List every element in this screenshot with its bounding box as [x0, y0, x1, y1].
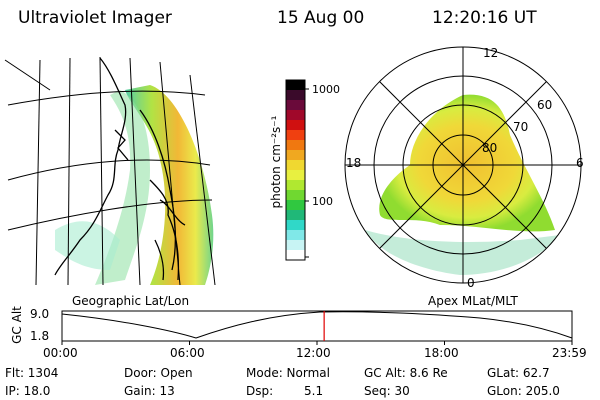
polar-plot: [344, 46, 582, 284]
date-label: 15 Aug 00: [277, 8, 365, 28]
mlt-label-0: 0: [467, 276, 475, 290]
colorbar-stripe: [286, 220, 305, 231]
timeline-x-tick-1200: 12:00: [296, 346, 331, 360]
colorbar-stripe: [286, 240, 305, 251]
colorbar-tick-100: 100: [312, 195, 333, 208]
mlat-label-70: 70: [513, 120, 529, 134]
colorbar-stripe: [286, 90, 305, 101]
status-gc-alt: GC Alt: 8.6 Re: [364, 366, 448, 380]
instrument-title: Ultraviolet Imager: [18, 8, 172, 28]
colorbar-stripe: [286, 100, 305, 111]
status-door: Door: Open: [124, 366, 193, 380]
timeline-x-tick-2359: 23:59: [552, 346, 587, 360]
colorbar-stripe: [286, 130, 305, 141]
timeline-axis-label: GC Alt: [10, 306, 24, 344]
time-label: 12:20:16 UT: [432, 8, 537, 28]
geographic-map: [4, 56, 216, 286]
mlt-label-18: 18: [346, 156, 362, 170]
aurora-diffuse-geo: [95, 90, 150, 285]
aurora-emission-polar: [379, 94, 555, 232]
colorbar-stripe: [286, 210, 305, 221]
status-dsp-label: Dsp:: [246, 384, 274, 398]
status-seq: Seq: 30: [364, 384, 410, 398]
mlt-label-12: 12: [483, 46, 499, 60]
geographic-panel-label: Geographic Lat/Lon: [72, 294, 190, 308]
colorbar-unit-label: photon cm⁻²s⁻¹: [269, 115, 283, 209]
orbit-timeline: [61, 310, 573, 345]
colorbar-stripe: [286, 230, 305, 241]
status-mode: Mode: Normal: [246, 366, 330, 380]
colorbar-stripe: [286, 200, 305, 211]
colorbar-stripe: [286, 120, 305, 131]
colorbar: [285, 79, 309, 261]
status-glat: GLat: 62.7: [487, 366, 550, 380]
timeline-y-tick-max: 9.0: [30, 307, 50, 321]
status-gain: Gain: 13: [124, 384, 175, 398]
timeline-x-tick-1800: 18:00: [424, 346, 459, 360]
colorbar-stripe: [286, 250, 305, 261]
colorbar-tick-1000: 1000: [312, 83, 340, 96]
timeline-x-tick-0600: 06:00: [170, 346, 205, 360]
timeline-x-tick-0000: 00:00: [43, 346, 78, 360]
mlt-label-6: 6: [576, 156, 584, 170]
colorbar-stripe: [286, 180, 305, 191]
colorbar-stripe: [286, 190, 305, 201]
colorbar-stripe: [286, 80, 305, 91]
polar-panel-label: Apex MLat/MLT: [428, 294, 518, 308]
colorbar-stripe: [286, 150, 305, 161]
status-ip: IP: 18.0: [5, 384, 51, 398]
status-glon: GLon: 205.0: [487, 384, 560, 398]
mlat-label-80: 80: [482, 141, 498, 155]
colorbar-stripe: [286, 110, 305, 121]
timeline-y-tick-min: 1.8: [30, 329, 50, 343]
colorbar-stripe: [286, 140, 305, 151]
colorbar-stripe: [286, 160, 305, 171]
gc-altitude-curve: [61, 311, 573, 339]
colorbar-stripe: [286, 170, 305, 181]
status-flt: Flt: 1304: [5, 366, 59, 380]
status-dsp-value: 5.1: [304, 384, 324, 398]
aurora-scatter-geo: [55, 221, 120, 270]
mlat-label-60: 60: [537, 98, 553, 112]
